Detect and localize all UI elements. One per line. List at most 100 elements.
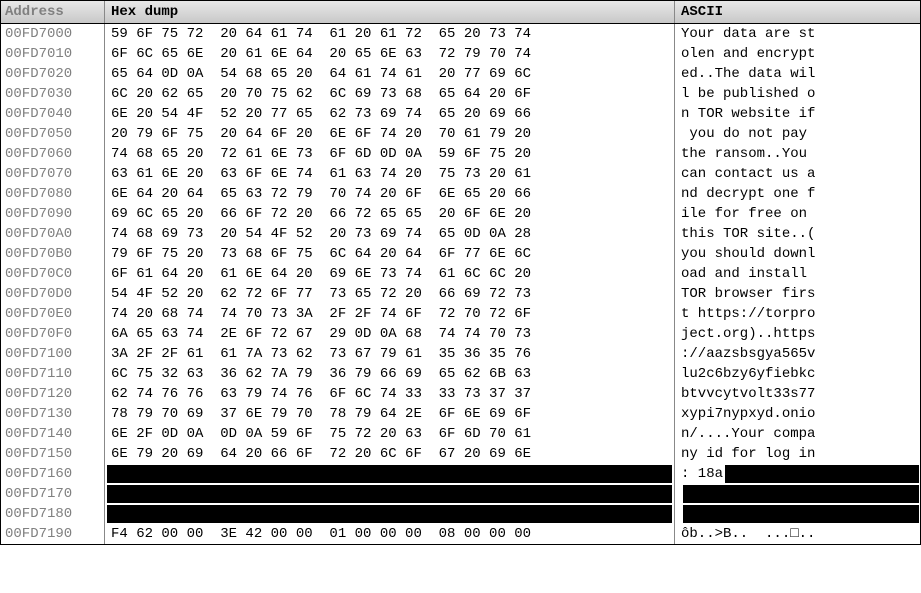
ascii-cell: l be published o (675, 84, 919, 104)
address-cell: 00FD7000 (1, 24, 105, 44)
hex-cell: 3A 2F 2F 61 61 7A 73 62 73 67 79 61 35 3… (105, 344, 675, 364)
ascii-cell: n TOR website if (675, 104, 919, 124)
ascii-cell: ed..The data wil (675, 64, 919, 84)
hex-row[interactable]: 00FD7190F4 62 00 00 3E 42 00 00 01 00 00… (1, 524, 920, 544)
hex-cell: 74 20 68 74 74 70 73 3A 2F 2F 74 6F 72 7… (105, 304, 675, 324)
ascii-cell (675, 484, 919, 504)
hex-cell: 59 6F 75 72 20 64 61 74 61 20 61 72 65 2… (105, 24, 675, 44)
hex-row[interactable]: 00FD70B079 6F 75 20 73 68 6F 75 6C 64 20… (1, 244, 920, 264)
hex-row[interactable]: 00FD71003A 2F 2F 61 61 7A 73 62 73 67 79… (1, 344, 920, 364)
address-cell: 00FD7010 (1, 44, 105, 64)
ascii-cell: n/....Your compa (675, 424, 919, 444)
header-ascii[interactable]: ASCII (675, 1, 919, 23)
hex-row[interactable]: 00FD700059 6F 75 72 20 64 61 74 61 20 61… (1, 24, 920, 44)
hex-row[interactable]: 00FD71106C 75 32 63 36 62 7A 79 36 79 66… (1, 364, 920, 384)
address-cell: 00FD7090 (1, 204, 105, 224)
hex-cell: 6E 20 54 4F 52 20 77 65 62 73 69 74 65 2… (105, 104, 675, 124)
hex-row[interactable]: 00FD71506E 79 20 69 64 20 66 6F 72 20 6C… (1, 444, 920, 464)
address-cell: 00FD7120 (1, 384, 105, 404)
ascii-cell: ôb..>B.. ...□.. (675, 524, 919, 544)
hex-cell-redacted (105, 504, 675, 524)
hex-cell: F4 62 00 00 3E 42 00 00 01 00 00 00 08 0… (105, 524, 675, 544)
hex-cell: 65 64 0D 0A 54 68 65 20 64 61 74 61 20 7… (105, 64, 675, 84)
ascii-cell: ject.org)..https (675, 324, 919, 344)
hex-row[interactable]: 00FD70D054 4F 52 20 62 72 6F 77 73 65 72… (1, 284, 920, 304)
ascii-cell: Your data are st (675, 24, 919, 44)
ascii-cell: ny id for log in (675, 444, 919, 464)
ascii-cell: you do not pay (675, 124, 919, 144)
ascii-cell: the ransom..You (675, 144, 919, 164)
address-cell: 00FD70E0 (1, 304, 105, 324)
address-cell: 00FD7060 (1, 144, 105, 164)
hex-cell: 6A 65 63 74 2E 6F 72 67 29 0D 0A 68 74 7… (105, 324, 675, 344)
ascii-cell: ://aazsbsgya565v (675, 344, 919, 364)
hex-row-redacted[interactable]: 00FD7180 (1, 504, 920, 524)
hex-cell: 62 74 76 76 63 79 74 76 6F 6C 74 33 33 7… (105, 384, 675, 404)
ascii-cell: ile for free on (675, 204, 919, 224)
hex-row[interactable]: 00FD707063 61 6E 20 63 6F 6E 74 61 63 74… (1, 164, 920, 184)
address-cell: 00FD7130 (1, 404, 105, 424)
address-cell: 00FD70F0 (1, 324, 105, 344)
hex-cell: 6F 61 64 20 61 6E 64 20 69 6E 73 74 61 6… (105, 264, 675, 284)
address-cell: 00FD7140 (1, 424, 105, 444)
ascii-cell: lu2c6bzy6yfiebkc (675, 364, 919, 384)
hex-cell: 6E 64 20 64 65 63 72 79 70 74 20 6F 6E 6… (105, 184, 675, 204)
hex-row[interactable]: 00FD70A074 68 69 73 20 54 4F 52 20 73 69… (1, 224, 920, 244)
ascii-cell: TOR browser firs (675, 284, 919, 304)
address-cell: 00FD70D0 (1, 284, 105, 304)
ascii-cell: nd decrypt one f (675, 184, 919, 204)
hex-body: 00FD700059 6F 75 72 20 64 61 74 61 20 61… (1, 24, 920, 544)
hex-row[interactable]: 00FD709069 6C 65 20 66 6F 72 20 66 72 65… (1, 204, 920, 224)
address-cell: 00FD7100 (1, 344, 105, 364)
hex-viewer: Address Hex dump ASCII 00FD700059 6F 75 … (0, 0, 921, 545)
address-cell: 00FD7030 (1, 84, 105, 104)
hex-row[interactable]: 00FD70306C 20 62 65 20 70 75 62 6C 69 73… (1, 84, 920, 104)
address-cell: 00FD7190 (1, 524, 105, 544)
hex-row[interactable]: 00FD70C06F 61 64 20 61 6E 64 20 69 6E 73… (1, 264, 920, 284)
hex-cell-redacted (105, 484, 675, 504)
address-cell: 00FD7070 (1, 164, 105, 184)
hex-row-redacted[interactable]: 00FD7160 : 18a (1, 464, 920, 484)
ascii-cell: you should downl (675, 244, 919, 264)
address-cell: 00FD70B0 (1, 244, 105, 264)
ascii-cell: this TOR site..( (675, 224, 919, 244)
hex-row[interactable]: 00FD713078 79 70 69 37 6E 79 70 78 79 64… (1, 404, 920, 424)
address-cell: 00FD7040 (1, 104, 105, 124)
hex-row[interactable]: 00FD702065 64 0D 0A 54 68 65 20 64 61 74… (1, 64, 920, 84)
hex-cell: 74 68 69 73 20 54 4F 52 20 73 69 74 65 0… (105, 224, 675, 244)
hex-cell: 69 6C 65 20 66 6F 72 20 66 72 65 65 20 6… (105, 204, 675, 224)
hex-row[interactable]: 00FD71406E 2F 0D 0A 0D 0A 59 6F 75 72 20… (1, 424, 920, 444)
hex-cell: 74 68 65 20 72 61 6E 73 6F 6D 0D 0A 59 6… (105, 144, 675, 164)
hex-cell: 63 61 6E 20 63 6F 6E 74 61 63 74 20 75 7… (105, 164, 675, 184)
hex-cell: 54 4F 52 20 62 72 6F 77 73 65 72 20 66 6… (105, 284, 675, 304)
address-cell: 00FD70A0 (1, 224, 105, 244)
hex-cell: 78 79 70 69 37 6E 79 70 78 79 64 2E 6F 6… (105, 404, 675, 424)
address-cell: 00FD7110 (1, 364, 105, 384)
address-cell: 00FD7180 (1, 504, 105, 524)
ascii-cell: : 18a (675, 464, 919, 484)
hex-row[interactable]: 00FD712062 74 76 76 63 79 74 76 6F 6C 74… (1, 384, 920, 404)
ascii-cell: oad and install (675, 264, 919, 284)
ascii-cell: t https://torpro (675, 304, 919, 324)
hex-cell: 6F 6C 65 6E 20 61 6E 64 20 65 6E 63 72 7… (105, 44, 675, 64)
hex-row-redacted[interactable]: 00FD7170 (1, 484, 920, 504)
hex-cell: 6C 20 62 65 20 70 75 62 6C 69 73 68 65 6… (105, 84, 675, 104)
address-cell: 00FD7170 (1, 484, 105, 504)
hex-row[interactable]: 00FD70F06A 65 63 74 2E 6F 72 67 29 0D 0A… (1, 324, 920, 344)
address-cell: 00FD7150 (1, 444, 105, 464)
ascii-cell: can contact us a (675, 164, 919, 184)
hex-cell: 6E 2F 0D 0A 0D 0A 59 6F 75 72 20 63 6F 6… (105, 424, 675, 444)
address-cell: 00FD7160 (1, 464, 105, 484)
ascii-cell (675, 504, 919, 524)
hex-row[interactable]: 00FD70E074 20 68 74 74 70 73 3A 2F 2F 74… (1, 304, 920, 324)
hex-row[interactable]: 00FD706074 68 65 20 72 61 6E 73 6F 6D 0D… (1, 144, 920, 164)
hex-row[interactable]: 00FD705020 79 6F 75 20 64 6F 20 6E 6F 74… (1, 124, 920, 144)
ascii-cell: olen and encrypt (675, 44, 919, 64)
address-cell: 00FD7050 (1, 124, 105, 144)
header-hexdump[interactable]: Hex dump (105, 1, 675, 23)
hex-row[interactable]: 00FD70406E 20 54 4F 52 20 77 65 62 73 69… (1, 104, 920, 124)
hex-row[interactable]: 00FD70106F 6C 65 6E 20 61 6E 64 20 65 6E… (1, 44, 920, 64)
hex-row[interactable]: 00FD70806E 64 20 64 65 63 72 79 70 74 20… (1, 184, 920, 204)
header-address[interactable]: Address (1, 1, 105, 23)
address-cell: 00FD7080 (1, 184, 105, 204)
